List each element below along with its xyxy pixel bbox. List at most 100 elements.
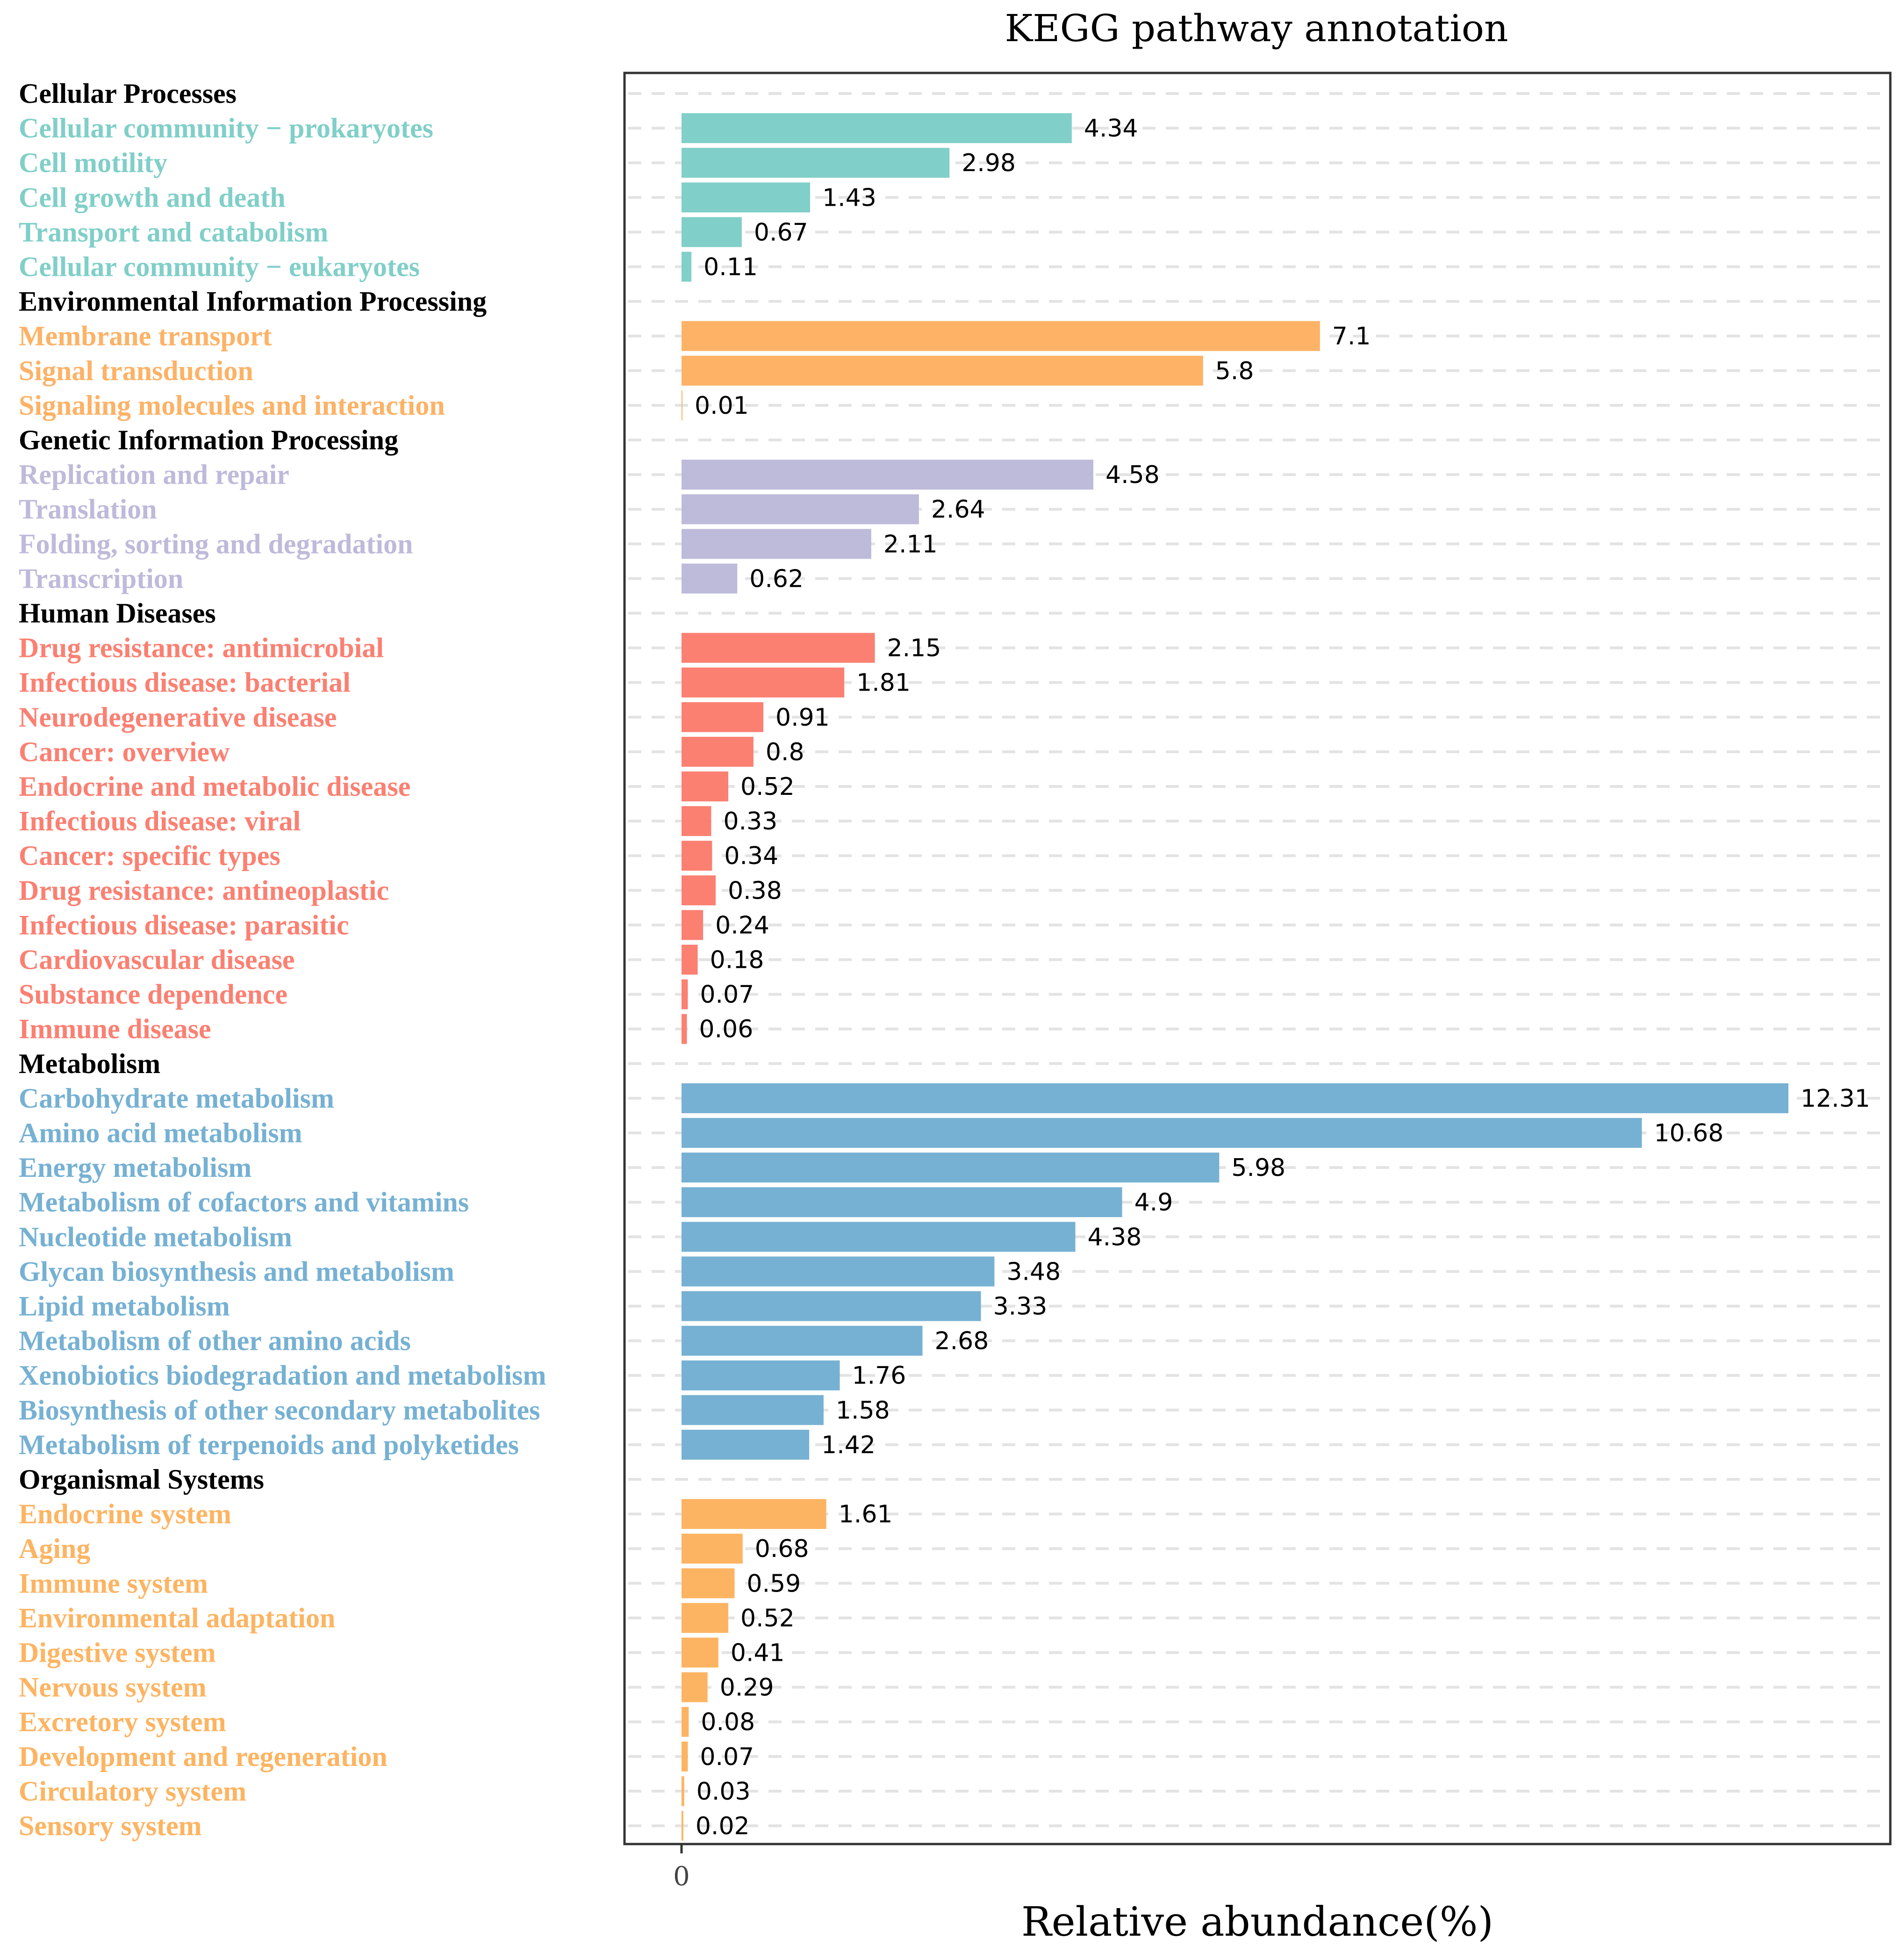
category-label: Substance dependence [19, 979, 287, 1010]
bar [682, 113, 1072, 144]
data-label: 0.52 [740, 773, 795, 801]
data-label: 0.18 [710, 946, 764, 974]
bar [682, 1499, 826, 1529]
data-label: 1.43 [822, 184, 876, 212]
data-label: 10.68 [1654, 1119, 1723, 1147]
bar [682, 944, 698, 975]
category-label: Excretory system [19, 1707, 226, 1737]
bar [682, 563, 738, 594]
bar [682, 667, 845, 698]
category-label: Drug resistance: antimicrobial [19, 633, 384, 663]
data-label: 4.58 [1105, 461, 1160, 489]
x-axis-label: Relative abundance(%) [1021, 1899, 1493, 1946]
category-label: Sensory system [19, 1810, 202, 1841]
bar [682, 460, 1094, 490]
bar [682, 1429, 810, 1460]
bar [682, 1256, 995, 1287]
category-label: Replication and repair [19, 459, 289, 490]
category-label: Metabolism of terpenoids and polyketides [19, 1429, 519, 1460]
bar [682, 1603, 729, 1633]
category-label: Nucleotide metabolism [19, 1221, 292, 1252]
data-label: 2.98 [962, 149, 1016, 177]
data-label: 1.58 [836, 1397, 890, 1425]
data-label: 2.15 [887, 634, 941, 663]
data-label: 1.61 [839, 1500, 893, 1528]
plot-border [623, 72, 1892, 1845]
category-label: Development and regeneration [19, 1741, 388, 1772]
data-label: 0.8 [766, 738, 804, 766]
data-label: 4.38 [1088, 1223, 1142, 1251]
category-label: Nervous system [19, 1672, 207, 1703]
bar [682, 1187, 1122, 1218]
category-label: Cardiovascular disease [19, 944, 295, 975]
category-label: Cancer: specific types [19, 840, 280, 871]
data-label: 7.1 [1332, 323, 1371, 351]
category-label: Signal transduction [19, 355, 253, 386]
category-label: Xenobiotics biodegradation and metabolis… [19, 1360, 546, 1391]
category-label: Endocrine and metabolic disease [19, 771, 410, 802]
data-label: 0.03 [696, 1778, 751, 1806]
data-label: 0.62 [749, 565, 804, 593]
category-label: Environmental adaptation [19, 1602, 335, 1633]
category-label: Transport and catabolism [19, 216, 328, 247]
data-label: 0.08 [701, 1708, 755, 1737]
category-label: Biosynthesis of other secondary metaboli… [19, 1395, 540, 1426]
bar [682, 182, 811, 213]
bar [682, 841, 712, 871]
data-label: 0.07 [700, 981, 754, 1009]
category-label: Carbohydrate metabolism [19, 1083, 334, 1114]
data-label: 2.64 [931, 496, 985, 524]
group-label: Genetic Information Processing [19, 425, 398, 455]
data-label: 4.34 [1084, 115, 1138, 143]
data-label: 1.81 [856, 669, 911, 697]
data-label: 2.11 [883, 530, 938, 558]
bar [682, 494, 919, 525]
bar [682, 1222, 1076, 1252]
category-label: Digestive system [19, 1637, 216, 1668]
bar [682, 875, 716, 906]
bar [682, 1707, 689, 1737]
category-label: Folding, sorting and degradation [19, 528, 413, 559]
bar [682, 321, 1320, 351]
bar [682, 1534, 743, 1564]
category-label: Metabolism of cofactors and vitamins [19, 1187, 469, 1218]
data-label: 12.31 [1801, 1085, 1870, 1113]
bar [682, 1014, 687, 1044]
data-label: 5.8 [1215, 357, 1254, 385]
category-label: Energy metabolism [19, 1152, 251, 1183]
category-label: Neurodegenerative disease [19, 702, 337, 733]
bar [682, 1672, 708, 1702]
data-label: 0.52 [740, 1604, 795, 1632]
group-label: Organismal Systems [19, 1464, 264, 1495]
bar [682, 1568, 735, 1599]
group-label: Environmental Information Processing [19, 286, 487, 317]
group-label: Cellular Processes [19, 78, 237, 109]
category-label: Infectious disease: viral [19, 806, 301, 836]
bar [682, 1360, 840, 1391]
data-label: 0.01 [695, 392, 749, 420]
group-label: Human Diseases [19, 598, 216, 629]
bar [682, 148, 950, 178]
data-label: 0.59 [746, 1570, 801, 1598]
category-label: Infectious disease: bacterial [19, 667, 351, 698]
group-label: Metabolism [19, 1048, 160, 1079]
data-label: 2.68 [935, 1327, 989, 1355]
data-label: 0.29 [720, 1674, 774, 1702]
data-label: 3.33 [993, 1293, 1048, 1321]
bar [682, 1811, 683, 1841]
bar [682, 1637, 718, 1668]
bar [682, 979, 688, 1009]
bar [682, 910, 703, 940]
category-label: Immune system [19, 1568, 208, 1599]
bar [682, 771, 729, 801]
bar [682, 1741, 688, 1772]
category-label: Metabolism of other amino acids [19, 1326, 411, 1356]
category-label: Aging [19, 1533, 90, 1564]
data-label: 0.38 [728, 877, 782, 905]
bar [682, 1291, 981, 1321]
bar [682, 217, 742, 247]
category-label: Cell motility [19, 147, 167, 178]
category-label: Lipid metabolism [19, 1291, 230, 1322]
